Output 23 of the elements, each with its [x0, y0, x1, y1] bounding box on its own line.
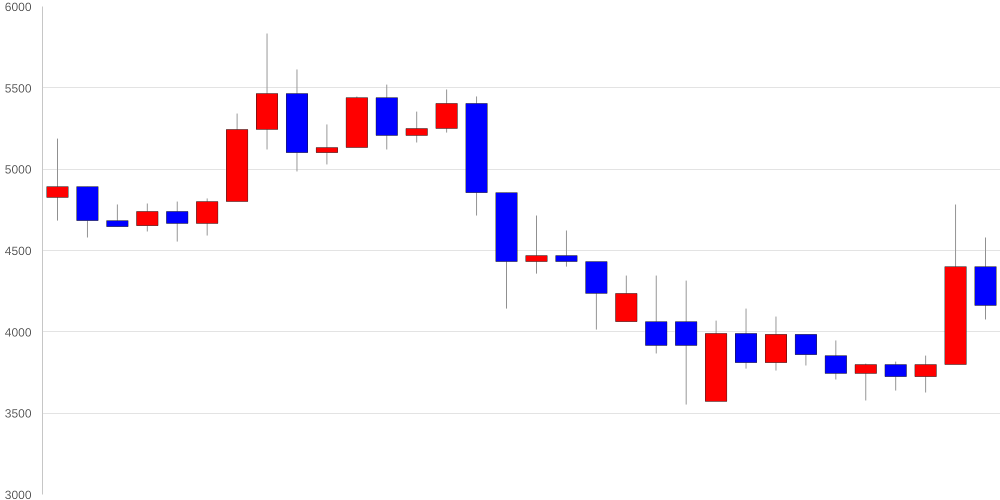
candlestick — [824, 340, 847, 380]
candlestick — [46, 138, 68, 222]
candlestick — [645, 275, 668, 354]
y-tick-label: 3500 — [4, 406, 32, 421]
candlestick — [196, 198, 218, 236]
candlestick — [884, 361, 907, 392]
candlestick — [316, 124, 338, 165]
candlestick — [525, 215, 548, 274]
y-tick-label: 4000 — [4, 325, 32, 340]
y-tick-label: 6000 — [4, 0, 32, 14]
candlestick — [914, 355, 937, 394]
candlestick — [106, 204, 128, 228]
candlestick — [675, 280, 698, 406]
y-tick-label: 5500 — [4, 81, 32, 96]
candlestick — [854, 363, 877, 401]
candlestick — [406, 111, 428, 143]
candlestick — [794, 334, 817, 366]
candlestick — [136, 202, 158, 232]
candlestick — [166, 201, 188, 242]
y-tick-label: 3000 — [4, 488, 32, 500]
y-tick-label: 4500 — [4, 244, 32, 258]
y-tick-label: 5000 — [4, 162, 32, 177]
candlestick — [555, 230, 578, 268]
